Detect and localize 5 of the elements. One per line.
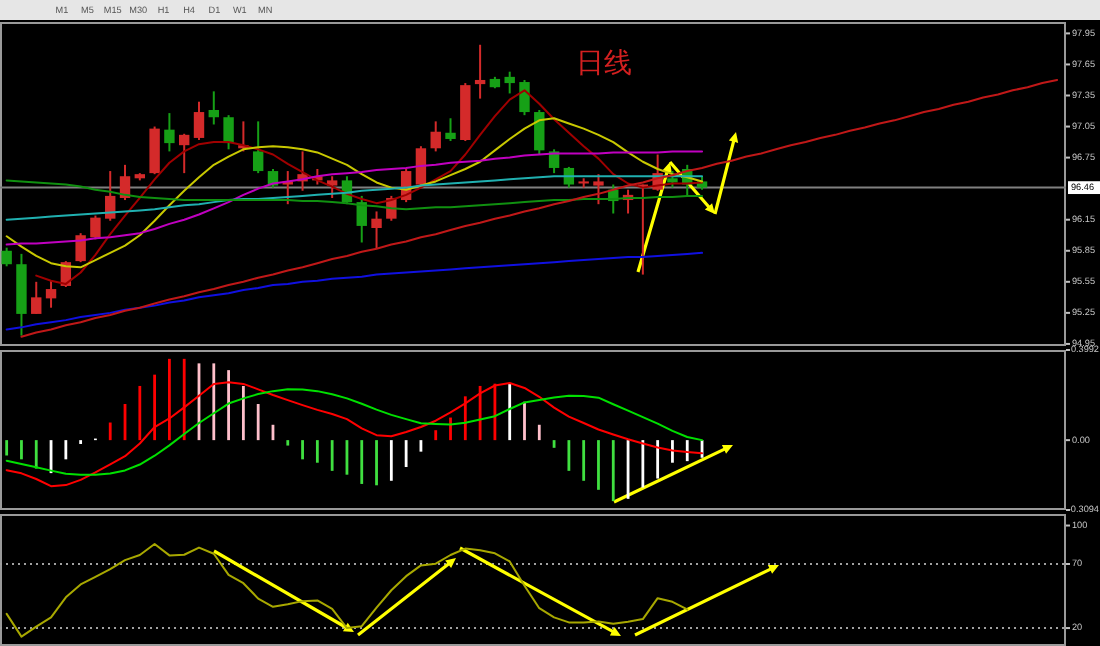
- line-series: [5, 388, 704, 476]
- annotation: 日线: [576, 48, 632, 80]
- line-series: [20, 78, 1059, 338]
- line-series: [5, 542, 689, 638]
- line-series: [5, 251, 704, 331]
